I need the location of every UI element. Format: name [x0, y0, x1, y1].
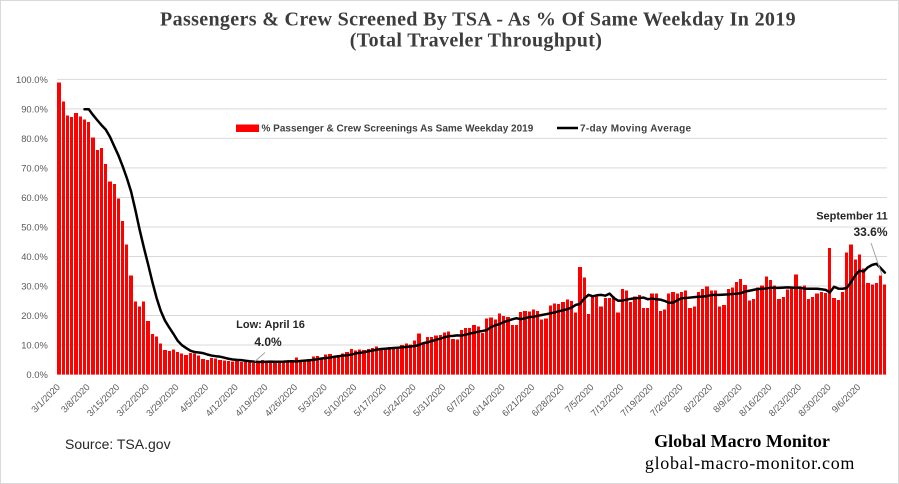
svg-text:(Total Traveler Throughput): (Total Traveler Throughput) — [350, 30, 602, 52]
svg-text:0.0%: 0.0% — [26, 369, 47, 380]
svg-text:20.0%: 20.0% — [21, 310, 48, 321]
svg-text:50.0%: 50.0% — [21, 221, 48, 232]
svg-text:4.0%: 4.0% — [254, 335, 282, 349]
svg-text:70.0%: 70.0% — [21, 162, 48, 173]
svg-text:Global Macro Monitor: Global Macro Monitor — [654, 431, 830, 451]
svg-text:Passengers & Crew Screened By: Passengers & Crew Screened By TSA - As %… — [160, 9, 796, 31]
svg-text:10.0%: 10.0% — [21, 339, 48, 350]
svg-text:40.0%: 40.0% — [21, 251, 48, 262]
svg-text:global-macro-monitor.com: global-macro-monitor.com — [645, 453, 855, 473]
svg-text:33.6%: 33.6% — [853, 225, 887, 239]
svg-text:% Passenger & Crew Screenings: % Passenger & Crew Screenings As Same We… — [262, 124, 534, 135]
svg-text:7-day Moving Average: 7-day Moving Average — [580, 124, 692, 135]
svg-text:80.0%: 80.0% — [21, 133, 48, 144]
svg-text:Source: TSA.gov: Source: TSA.gov — [65, 436, 171, 452]
svg-text:30.0%: 30.0% — [21, 280, 48, 291]
svg-text:60.0%: 60.0% — [21, 192, 48, 203]
svg-text:100.0%: 100.0% — [16, 74, 48, 85]
svg-text:Low: April 16: Low: April 16 — [236, 319, 305, 331]
svg-text:September 11: September 11 — [816, 211, 888, 223]
svg-text:90.0%: 90.0% — [21, 103, 48, 114]
